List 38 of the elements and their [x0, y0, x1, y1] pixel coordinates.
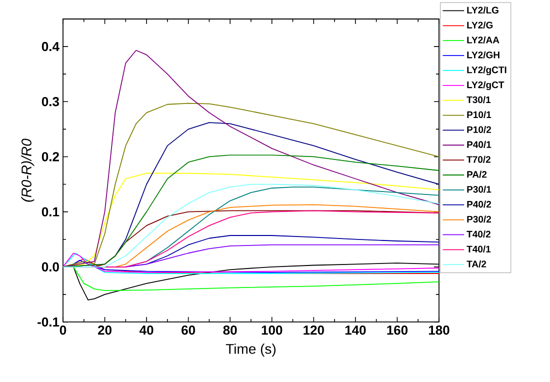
- legend-label: TA/2: [466, 260, 486, 268]
- legend-label: LY2/LG: [467, 6, 498, 14]
- legend-label: LY2/G: [467, 21, 493, 29]
- legend-label: LY2/gCT: [467, 81, 504, 90]
- legend-label: LY2/GH: [467, 51, 500, 58]
- legend-label: P30/1: [467, 186, 492, 193]
- x-tick-label: 100: [262, 326, 282, 335]
- y-axis-title: (R0-R)/R0: [21, 138, 34, 202]
- legend-label: LY2/gCTI: [467, 66, 506, 76]
- legend-label: P40/1: [467, 140, 492, 148]
- x-tick-label: 140: [345, 326, 366, 335]
- x-tick-label: 60: [182, 326, 196, 335]
- legend-label: P40/2: [467, 200, 492, 208]
- y-tick-label: 0.4: [42, 42, 60, 52]
- legend-label: P10/2: [467, 126, 492, 134]
- y-tick-label: 0.2: [42, 152, 59, 162]
- y-tick-label: -0.1: [38, 317, 60, 327]
- legend-label: T40/1: [466, 245, 491, 253]
- x-tick-label: 180: [428, 326, 450, 335]
- legend-label: PA/2: [467, 170, 487, 178]
- x-tick-label: 80: [223, 326, 237, 335]
- x-tick-label: 20: [98, 326, 112, 335]
- y-tick-label: 0.0: [42, 262, 59, 272]
- x-tick-label: 120: [304, 326, 324, 335]
- x-axis-title: Time (s): [226, 344, 276, 357]
- y-tick-label: 0.1: [42, 207, 60, 216]
- line-series: [63, 154, 439, 268]
- legend-label: T30/1: [466, 96, 491, 104]
- x-tick-label: 0: [60, 326, 66, 335]
- legend-label: P30/2: [467, 216, 492, 223]
- x-tick-label: 160: [387, 326, 408, 335]
- x-tick-label: 40: [140, 326, 154, 335]
- y-tick-label: 0.3: [42, 97, 59, 106]
- legend-label: T70/2: [466, 156, 490, 163]
- legend-label: P10/1: [467, 111, 492, 118]
- legend-label: LY2/AA: [467, 36, 500, 44]
- legend-label: T40/2: [466, 230, 490, 238]
- line-series: [63, 50, 439, 268]
